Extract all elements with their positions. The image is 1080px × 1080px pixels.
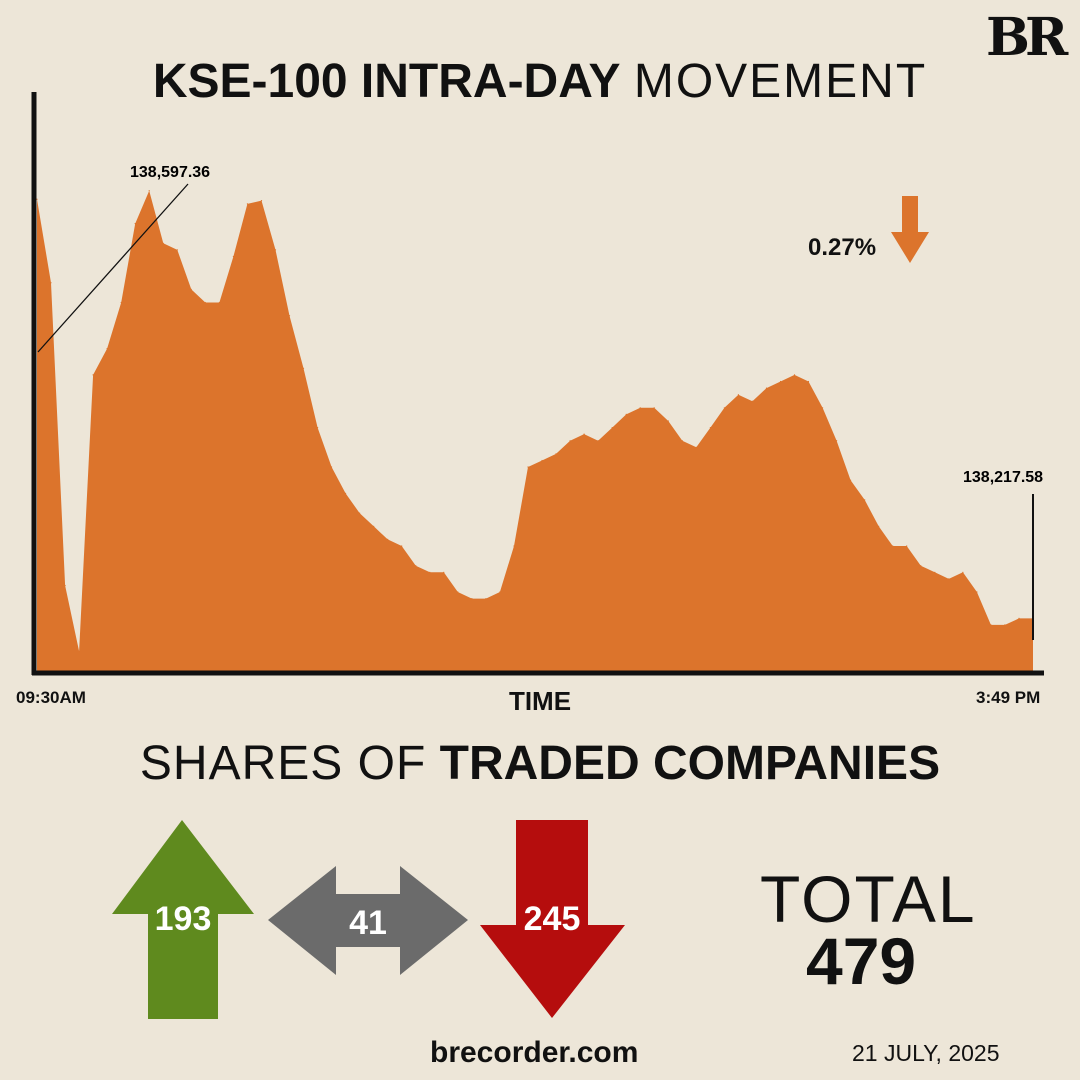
data-point bbox=[864, 499, 866, 501]
data-point bbox=[485, 598, 487, 600]
data-point bbox=[457, 591, 459, 593]
data-point bbox=[373, 525, 375, 527]
data-point bbox=[106, 348, 108, 350]
data-point bbox=[36, 198, 38, 200]
data-point bbox=[176, 249, 178, 251]
data-point bbox=[429, 571, 431, 573]
open-value-label: 138,597.36 bbox=[130, 164, 210, 181]
data-point bbox=[232, 255, 234, 258]
data-point bbox=[681, 440, 683, 442]
data-point bbox=[639, 407, 641, 409]
data-point bbox=[892, 545, 894, 547]
data-point bbox=[878, 525, 880, 527]
data-point bbox=[260, 200, 263, 202]
traded-title: SHARES OF TRADED COMPANIES bbox=[0, 740, 1080, 788]
data-point bbox=[906, 545, 908, 547]
unchanged-count: 41 bbox=[349, 904, 387, 942]
total-label: TOTAL bbox=[760, 862, 977, 936]
data-point bbox=[765, 387, 768, 389]
data-point bbox=[120, 301, 122, 304]
data-point bbox=[134, 223, 136, 225]
data-point bbox=[274, 249, 277, 251]
data-point bbox=[401, 545, 403, 547]
data-point bbox=[836, 440, 838, 442]
data-point bbox=[527, 466, 529, 468]
data-point bbox=[793, 374, 796, 376]
chart-title-bold: KSE-100 INTRA-DAY bbox=[152, 55, 621, 108]
traded-title-bold: TRADED COMPANIES bbox=[439, 737, 941, 790]
data-point bbox=[807, 380, 810, 383]
data-point bbox=[204, 301, 206, 304]
traded-title-light: SHARES OF bbox=[139, 737, 427, 790]
data-point bbox=[50, 282, 52, 284]
data-point bbox=[78, 650, 80, 652]
data-point bbox=[148, 190, 150, 192]
data-point bbox=[190, 288, 192, 290]
x-start-label: 09:30AM bbox=[16, 688, 86, 707]
data-point bbox=[737, 394, 740, 396]
data-point bbox=[962, 571, 964, 573]
data-point bbox=[934, 571, 936, 573]
data-point bbox=[976, 591, 978, 593]
data-point bbox=[345, 492, 347, 494]
declined-count: 245 bbox=[524, 900, 581, 938]
data-point bbox=[695, 446, 697, 448]
change-percent: 0.27% bbox=[808, 234, 877, 261]
data-point bbox=[850, 479, 852, 481]
data-point bbox=[64, 584, 66, 587]
data-point bbox=[246, 203, 248, 205]
change-down-arrow-icon bbox=[891, 196, 929, 263]
data-point bbox=[471, 598, 473, 600]
data-point bbox=[779, 380, 782, 383]
data-point bbox=[822, 407, 824, 409]
data-point bbox=[611, 427, 613, 429]
total-value: 479 bbox=[806, 924, 917, 998]
data-point bbox=[92, 374, 94, 376]
data-point bbox=[1004, 624, 1006, 626]
data-point bbox=[653, 407, 655, 409]
data-point bbox=[569, 440, 571, 442]
x-axis-title: TIME bbox=[508, 686, 572, 716]
index-area-series bbox=[37, 190, 1033, 671]
date-label: 21 JULY, 2025 bbox=[852, 1040, 1000, 1066]
data-point bbox=[948, 578, 950, 580]
data-point bbox=[990, 624, 992, 626]
site-url: brecorder.com bbox=[430, 1036, 639, 1069]
data-point bbox=[331, 466, 333, 468]
data-point bbox=[597, 440, 599, 442]
x-end-label: 3:49 PM bbox=[976, 688, 1041, 707]
unchanged-double-arrow-icon bbox=[268, 866, 468, 975]
data-point bbox=[218, 301, 220, 304]
data-point bbox=[387, 538, 389, 541]
data-point bbox=[751, 400, 754, 402]
data-point bbox=[667, 420, 669, 422]
intraday-area-chart: 138,597.36 138,217.58 bbox=[31, 92, 1044, 676]
data-point bbox=[920, 565, 922, 567]
advanced-up-arrow-icon bbox=[112, 820, 254, 1019]
data-point bbox=[359, 512, 361, 514]
advanced-count: 193 bbox=[155, 900, 212, 938]
close-value-label: 138,217.58 bbox=[963, 469, 1043, 486]
chart-title: KSE-100 INTRA-DAY MOVEMENT bbox=[0, 58, 1080, 106]
data-point bbox=[499, 591, 501, 593]
data-point bbox=[288, 315, 291, 317]
data-point bbox=[162, 242, 164, 244]
data-point bbox=[723, 407, 726, 409]
data-point bbox=[555, 453, 557, 455]
data-point bbox=[415, 565, 417, 567]
declined-down-arrow-icon bbox=[480, 820, 625, 1018]
open-leader-line bbox=[37, 183, 189, 353]
data-point bbox=[302, 367, 305, 369]
data-point bbox=[625, 413, 627, 415]
data-point bbox=[709, 427, 712, 429]
data-point bbox=[583, 433, 585, 435]
data-point bbox=[513, 545, 515, 547]
brand-logo: BR bbox=[986, 7, 1068, 68]
data-point bbox=[1018, 617, 1020, 620]
data-point bbox=[541, 459, 543, 462]
chart-title-light: MOVEMENT bbox=[633, 55, 928, 108]
data-point bbox=[443, 571, 445, 573]
data-point bbox=[317, 427, 319, 429]
